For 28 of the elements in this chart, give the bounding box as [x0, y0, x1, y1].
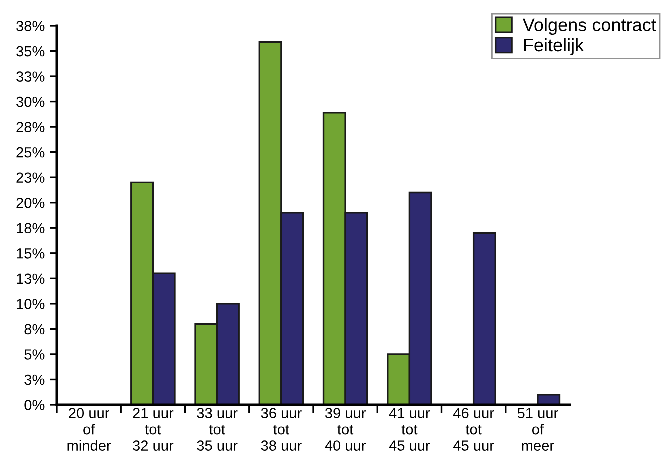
y-tick-label: 38% — [16, 21, 45, 32]
y-tick-label: 25% — [16, 147, 45, 158]
x-tick-label: 46 uur tot 45 uur — [453, 408, 494, 451]
x-tick-label: 33 uur tot 35 uur — [197, 408, 238, 451]
legend-label: Feitelijk — [524, 38, 584, 56]
y-tick-label: 18% — [17, 223, 45, 234]
x-tick-label: 41 uur tot 45 uur — [389, 408, 430, 451]
y-tick-label: 28% — [16, 122, 45, 132]
y-tick-label: 15% — [17, 248, 45, 259]
y-tick-label: 33% — [16, 72, 45, 82]
legend-label: Volgens contract — [522, 18, 656, 36]
x-tick-label: 20 uur of minder — [68, 408, 112, 451]
y-tick-label: 3% — [24, 374, 45, 386]
y-tick-label: 35% — [16, 46, 45, 57]
y-tick-label: 10% — [17, 299, 45, 310]
y-tick-label: 13% — [17, 274, 45, 284]
y-tick-label: 8% — [24, 324, 45, 335]
bar — [537, 394, 561, 405]
x-tick-label: 39 uur tot 40 uur — [325, 408, 366, 451]
x-tick-label: 21 uur tot 32 uur — [133, 408, 174, 451]
y-tick-label: 0% — [24, 400, 45, 410]
y-tick-label: 30% — [16, 96, 45, 108]
y-tick-label: 20% — [16, 198, 45, 208]
y-tick-label: 23% — [16, 172, 45, 184]
bar — [472, 232, 496, 405]
y-tick-label: 5% — [24, 350, 45, 360]
x-tick-label: 36 uur tot 38 uur — [261, 408, 302, 451]
x-tick-label: 51 uur of meer — [518, 408, 558, 451]
